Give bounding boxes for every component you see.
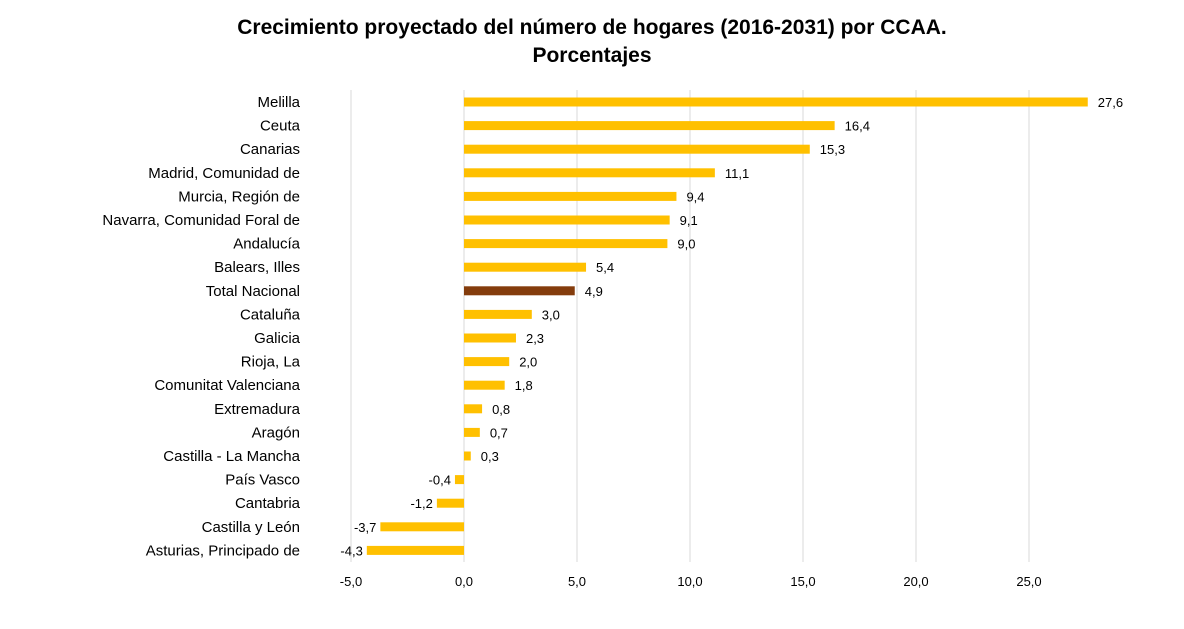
category-label: Melilla bbox=[257, 94, 300, 111]
category-label: Galicia bbox=[254, 330, 301, 347]
category-label: Andalucía bbox=[233, 236, 300, 253]
value-label: 27,6 bbox=[1098, 95, 1123, 110]
bar bbox=[464, 144, 810, 154]
x-tick-label: 25,0 bbox=[1016, 574, 1041, 589]
bar bbox=[464, 357, 510, 367]
category-label: Aragón bbox=[252, 424, 300, 441]
bar bbox=[366, 545, 464, 555]
category-label: Castilla y León bbox=[202, 519, 300, 536]
value-label: 11,1 bbox=[725, 166, 749, 181]
x-tick-label: 20,0 bbox=[903, 574, 928, 589]
bar bbox=[464, 427, 480, 437]
x-tick-label: 0,0 bbox=[455, 574, 473, 589]
value-label: -0,4 bbox=[429, 473, 451, 488]
value-label: 3,0 bbox=[542, 307, 560, 322]
value-label: 0,7 bbox=[490, 425, 508, 440]
bar bbox=[454, 475, 464, 485]
value-label: -4,3 bbox=[340, 543, 362, 558]
value-label: -1,2 bbox=[410, 496, 432, 511]
bar bbox=[380, 522, 464, 532]
bar bbox=[464, 333, 516, 343]
category-label: Canarias bbox=[240, 141, 300, 158]
labels: -5,0 0,0 5,0 10,0 15,0 20,0 25,0 Melilla 27,6 Ceu… bbox=[102, 94, 1123, 589]
x-tick-label: -5,0 bbox=[340, 574, 362, 589]
category-label: Murcia, Región de bbox=[178, 188, 300, 205]
value-label: 15,3 bbox=[820, 142, 845, 157]
bar bbox=[464, 451, 471, 461]
bar bbox=[464, 309, 532, 319]
value-label: 2,3 bbox=[526, 331, 544, 346]
category-label: Navarra, Comunidad Foral de bbox=[102, 212, 300, 229]
category-label: Extremadura bbox=[214, 401, 301, 418]
category-label: Madrid, Comunidad de bbox=[148, 165, 300, 182]
chart-title-line2: Porcentajes bbox=[532, 44, 652, 67]
category-label: Rioja, La bbox=[241, 354, 301, 371]
value-label: 9,0 bbox=[677, 237, 695, 252]
category-label: Comunitat Valenciana bbox=[154, 377, 300, 394]
bar bbox=[464, 97, 1088, 107]
bar bbox=[464, 404, 483, 414]
value-label: 16,4 bbox=[845, 119, 870, 134]
bar bbox=[464, 215, 670, 225]
x-tick-label: 10,0 bbox=[677, 574, 702, 589]
bar bbox=[464, 239, 668, 249]
x-tick-label: 15,0 bbox=[790, 574, 815, 589]
value-label: 9,1 bbox=[680, 213, 698, 228]
bar bbox=[464, 286, 575, 296]
category-label: Ceuta bbox=[260, 118, 301, 135]
bars bbox=[366, 97, 1088, 555]
bar bbox=[464, 262, 587, 272]
category-label: Asturias, Principado de bbox=[146, 542, 300, 559]
chart-title-line1: Crecimiento proyectado del número de hog… bbox=[237, 16, 947, 39]
category-label: Castilla - La Mancha bbox=[163, 448, 300, 465]
value-label: -3,7 bbox=[354, 520, 376, 535]
bar bbox=[464, 121, 835, 131]
value-label: 2,0 bbox=[519, 355, 537, 370]
bar bbox=[436, 498, 464, 508]
value-label: 4,9 bbox=[585, 284, 603, 299]
category-label: País Vasco bbox=[225, 472, 300, 489]
value-label: 9,4 bbox=[686, 189, 704, 204]
bar bbox=[464, 168, 715, 178]
bar bbox=[464, 191, 677, 201]
chart-title: Crecimiento proyectado del número de hog… bbox=[0, 14, 1184, 70]
category-label: Cataluña bbox=[240, 306, 301, 323]
bar bbox=[464, 380, 505, 390]
value-label: 0,8 bbox=[492, 402, 510, 417]
value-label: 5,4 bbox=[596, 260, 614, 275]
category-label: Total Nacional bbox=[206, 283, 300, 300]
value-label: 0,3 bbox=[481, 449, 499, 464]
category-label: Balears, Illes bbox=[214, 259, 300, 276]
gridlines bbox=[350, 90, 1030, 562]
category-label: Cantabria bbox=[235, 495, 301, 512]
value-label: 1,8 bbox=[515, 378, 533, 393]
x-tick-label: 5,0 bbox=[568, 574, 586, 589]
